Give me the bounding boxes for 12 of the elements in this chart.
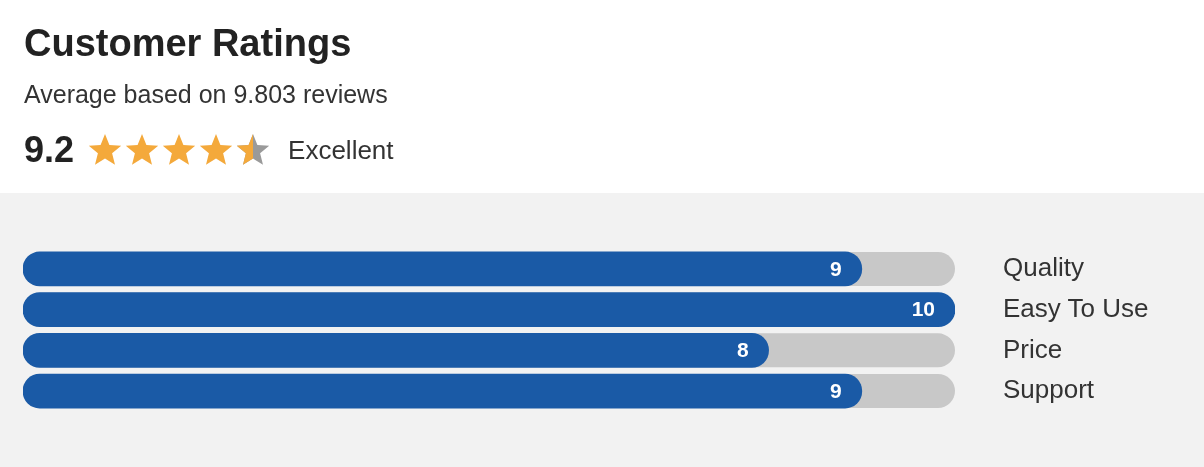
- y-tick-label: Support: [1003, 374, 1095, 405]
- data-label: 10: [911, 297, 935, 321]
- chart-subtitle: Average based on 9.803 reviews: [24, 80, 388, 109]
- data-label: 8: [736, 338, 749, 362]
- text: Excellent: [288, 134, 394, 166]
- y-tick-label: Price: [1003, 333, 1063, 364]
- chart-title: Customer Ratings: [24, 22, 352, 65]
- data-label: 9: [830, 378, 842, 402]
- data-label: 9: [830, 256, 842, 280]
- text: 9.2: [24, 129, 75, 171]
- y-tick-label: Easy To Use: [1003, 292, 1149, 323]
- y-tick-label: Quality: [1003, 252, 1084, 283]
